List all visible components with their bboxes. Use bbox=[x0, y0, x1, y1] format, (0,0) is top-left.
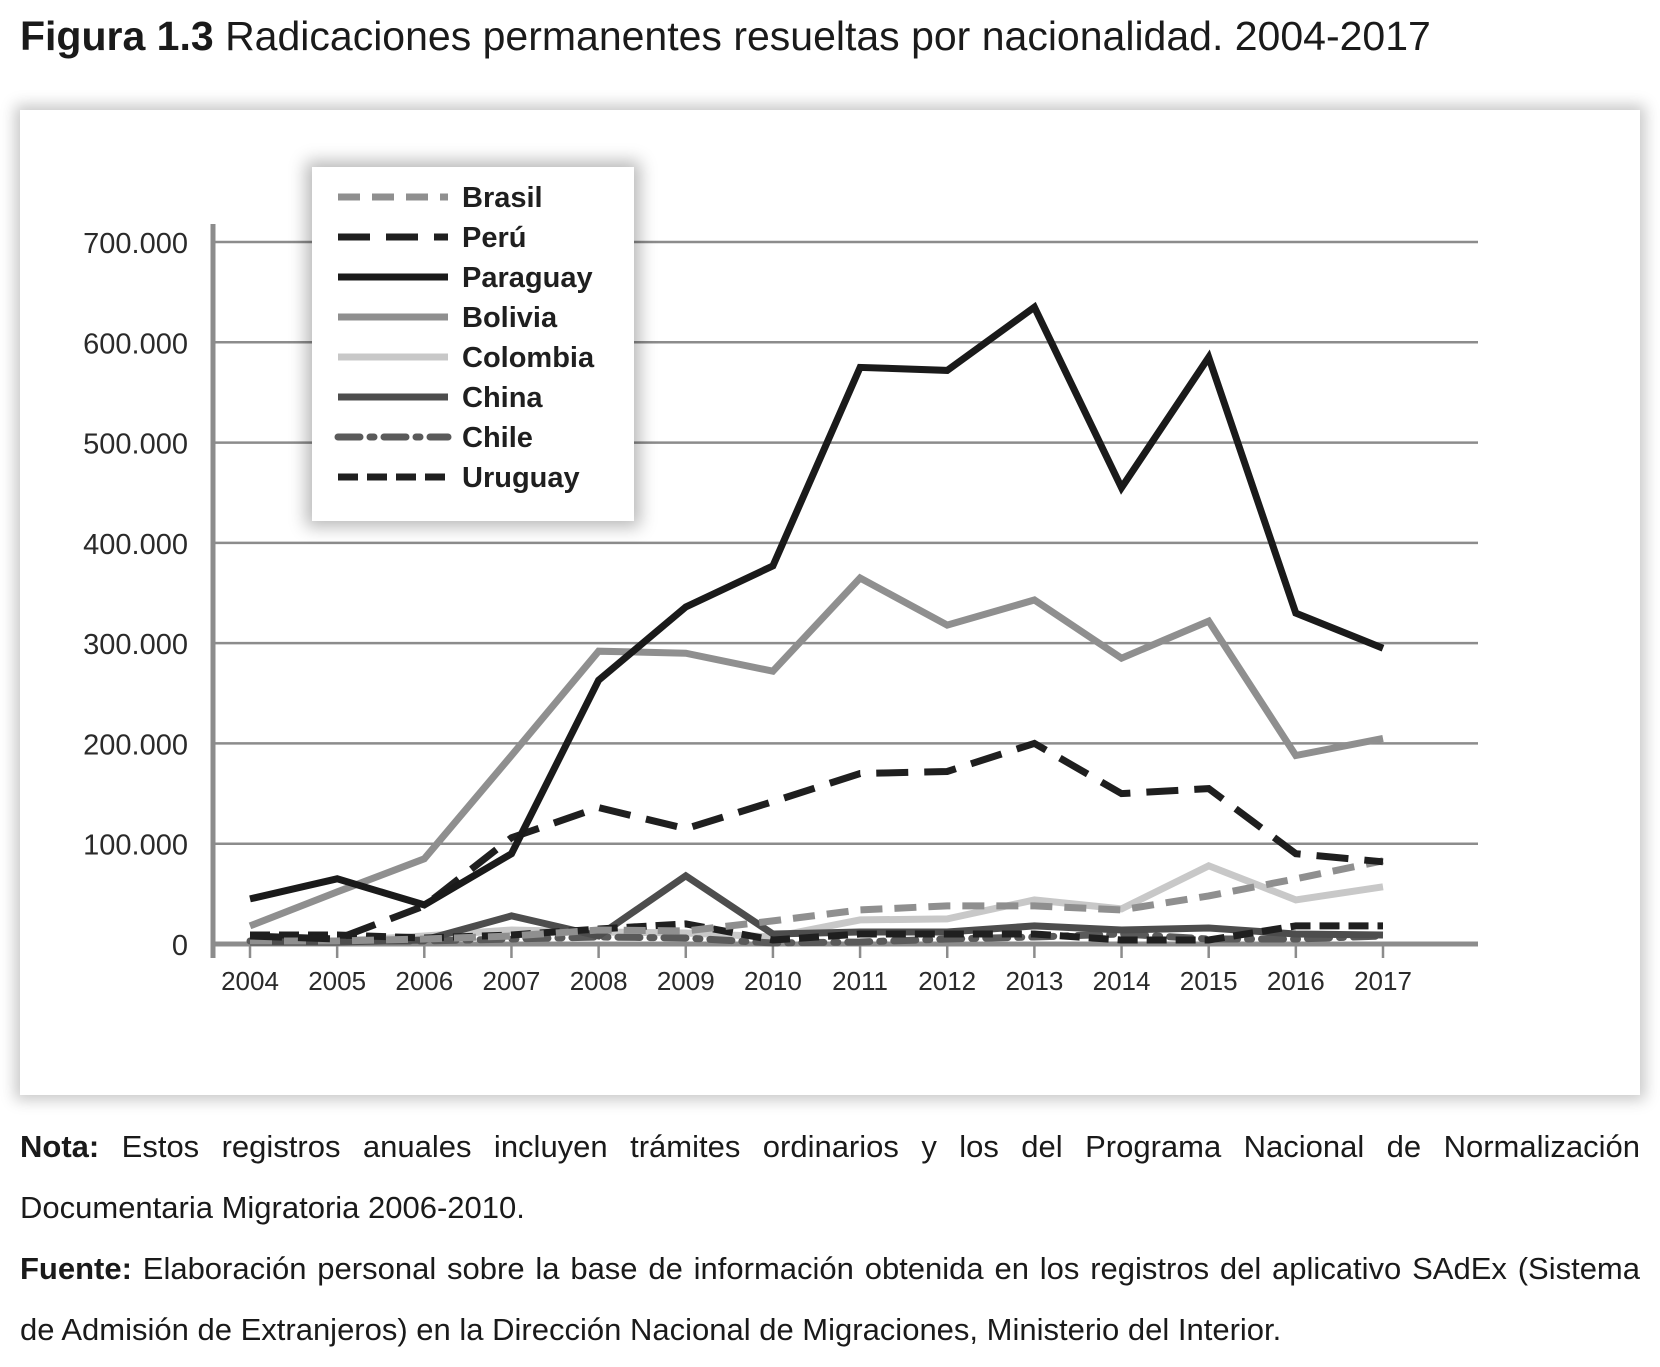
legend-label: Brasil bbox=[462, 182, 543, 214]
source-text: Elaboración personal sobre la base de in… bbox=[20, 1251, 1640, 1347]
x-tick-label: 2009 bbox=[657, 966, 715, 996]
x-tick-label: 2007 bbox=[483, 966, 541, 996]
y-tick-label: 200.000 bbox=[83, 729, 188, 761]
x-tick-label: 2006 bbox=[395, 966, 453, 996]
series-line-brasil bbox=[250, 857, 1384, 945]
series-line-paraguay bbox=[249, 301, 1385, 909]
figure-label: Figura 1.3 bbox=[20, 13, 214, 59]
y-tick-label: 700.000 bbox=[83, 228, 188, 260]
y-tick-label: 600.000 bbox=[83, 328, 188, 360]
y-tick-label: 300.000 bbox=[83, 629, 188, 661]
figure-title-text: Radicaciones permanentes resueltas por n… bbox=[225, 13, 1431, 59]
x-tick-label: 2010 bbox=[744, 966, 802, 996]
series-line-bolivia bbox=[248, 573, 1384, 930]
x-tick-label: 2014 bbox=[1093, 966, 1151, 996]
x-tick-label: 2012 bbox=[918, 966, 976, 996]
x-tick-label: 2013 bbox=[1005, 966, 1063, 996]
figure-title: Figura 1.3 Radicaciones permanentes resu… bbox=[20, 8, 1640, 64]
legend-item: Bolivia bbox=[338, 302, 558, 334]
y-tick-label: 100.000 bbox=[83, 830, 188, 862]
legend-label: Perú bbox=[462, 222, 526, 254]
y-tick-label: 500.000 bbox=[83, 429, 188, 461]
x-tick-label: 2011 bbox=[832, 966, 888, 996]
legend-item: Paraguay bbox=[338, 262, 593, 294]
chart-panel: 0 100.000 200.000 300.000 400.000 500.000 600.… bbox=[20, 110, 1640, 1095]
legend-label: China bbox=[462, 382, 543, 414]
x-tick-labels: 2004 2005 2006 2007 2008 2009 2010 2011 2012 2013… bbox=[221, 966, 1412, 996]
line-chart: 0 100.000 200.000 300.000 400.000 500.000 600.… bbox=[83, 224, 1478, 996]
legend-label: Uruguay bbox=[462, 462, 580, 494]
series-line-per bbox=[249, 739, 1384, 943]
source: Fuente: Elaboración personal sobre la ba… bbox=[20, 1238, 1640, 1360]
legend-item: Brasil bbox=[338, 182, 543, 214]
y-tick-label: 400.000 bbox=[83, 529, 188, 561]
legend-item: Chile bbox=[334, 422, 533, 454]
legend-item: Uruguay bbox=[338, 462, 580, 494]
source-label: Fuente: bbox=[20, 1251, 132, 1286]
x-tick-label: 2015 bbox=[1180, 966, 1238, 996]
legend-item: Perú bbox=[338, 222, 526, 254]
x-tick-label: 2005 bbox=[308, 966, 366, 996]
legend-entries: Brasil Perú Paraguay Bolivia Colombia China Ch… bbox=[334, 182, 595, 494]
legend-item: Colombia bbox=[338, 342, 595, 374]
legend-label: Paraguay bbox=[462, 262, 593, 294]
x-tick-label: 2016 bbox=[1267, 966, 1325, 996]
legend-item: China bbox=[338, 382, 543, 414]
series-lines bbox=[246, 301, 1387, 947]
x-tick-label: 2004 bbox=[221, 966, 279, 996]
legend-label: Bolivia bbox=[462, 302, 558, 334]
note-label: Nota: bbox=[20, 1129, 100, 1164]
legend: Brasil Perú Paraguay Bolivia Colombia China Ch… bbox=[312, 167, 634, 521]
x-tick-label: 2017 bbox=[1354, 966, 1412, 996]
legend-label: Colombia bbox=[462, 342, 595, 374]
note: Nota: Estos registros anuales incluyen t… bbox=[20, 1116, 1640, 1238]
y-tick-labels: 0 100.000 200.000 300.000 400.000 500.000 600.… bbox=[83, 228, 188, 962]
note-text: Estos registros anuales incluyen trámite… bbox=[20, 1129, 1640, 1225]
y-tick-label: 0 bbox=[172, 930, 188, 962]
x-tick-label: 2008 bbox=[570, 966, 628, 996]
legend-label: Chile bbox=[462, 422, 533, 454]
